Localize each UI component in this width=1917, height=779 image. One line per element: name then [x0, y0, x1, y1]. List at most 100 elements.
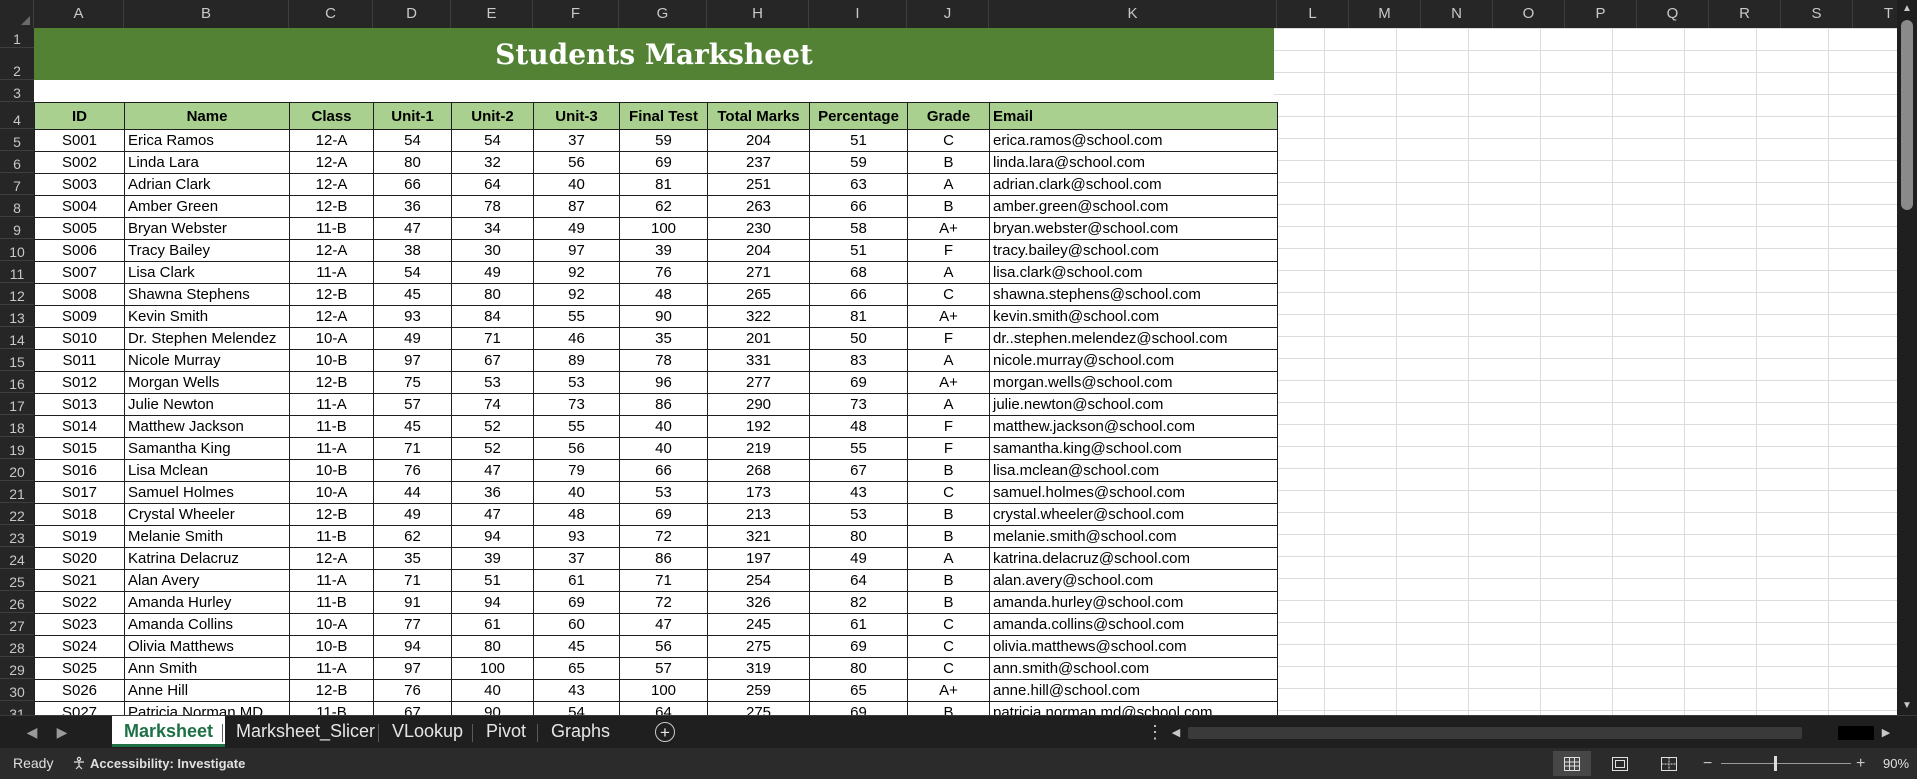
table-cell[interactable]: amber.green@school.com [989, 195, 1278, 218]
table-cell[interactable]: 73 [533, 393, 620, 416]
table-cell[interactable]: Amanda Collins [124, 613, 290, 636]
row-header-17[interactable]: 17 [0, 393, 34, 415]
table-cell[interactable]: kevin.smith@school.com [989, 305, 1278, 328]
column-header-s[interactable]: S [1781, 0, 1853, 28]
table-cell[interactable]: melanie.smith@school.com [989, 525, 1278, 548]
sheet-tab-marksheet[interactable]: Marksheet [112, 716, 226, 747]
table-cell[interactable]: 259 [707, 679, 810, 702]
table-cell[interactable]: 47 [451, 503, 534, 526]
table-cell[interactable]: 55 [533, 305, 620, 328]
table-cell[interactable]: 173 [707, 481, 810, 504]
table-cell[interactable]: 40 [533, 481, 620, 504]
row-header-27[interactable]: 27 [0, 613, 34, 635]
table-cell[interactable]: 76 [373, 459, 452, 482]
table-cell[interactable]: 39 [451, 547, 534, 570]
row-header-3[interactable]: 3 [0, 80, 34, 102]
column-header-d[interactable]: D [373, 0, 451, 28]
table-cell[interactable]: S004 [34, 195, 125, 218]
table-cell[interactable]: Dr. Stephen Melendez [124, 327, 290, 350]
table-cell[interactable]: 35 [619, 327, 708, 350]
table-cell[interactable]: 87 [533, 195, 620, 218]
table-cell[interactable]: shawna.stephens@school.com [989, 283, 1278, 306]
table-cell[interactable]: 11-A [289, 437, 374, 460]
row-header-22[interactable]: 22 [0, 503, 34, 525]
row-header-8[interactable]: 8 [0, 195, 34, 217]
table-cell[interactable]: 12-A [289, 151, 374, 174]
table-cell[interactable]: 11-B [289, 415, 374, 438]
vertical-scroll-thumb[interactable] [1901, 20, 1913, 210]
table-cell[interactable]: 268 [707, 459, 810, 482]
row-header-23[interactable]: 23 [0, 525, 34, 547]
table-cell[interactable]: S008 [34, 283, 125, 306]
table-cell[interactable]: 81 [619, 173, 708, 196]
table-cell[interactable]: 61 [451, 613, 534, 636]
table-cell[interactable]: 61 [809, 613, 908, 636]
page-break-view-button[interactable] [1650, 751, 1688, 776]
table-cell[interactable]: 64 [451, 173, 534, 196]
table-cell[interactable]: amanda.hurley@school.com [989, 591, 1278, 614]
table-cell[interactable]: Nicole Murray [124, 349, 290, 372]
column-heading[interactable]: Class [289, 102, 374, 130]
row-header-1[interactable]: 1 [0, 28, 34, 48]
table-cell[interactable]: 69 [619, 503, 708, 526]
table-cell[interactable]: matthew.jackson@school.com [989, 415, 1278, 438]
table-cell[interactable]: 237 [707, 151, 810, 174]
table-cell[interactable]: morgan.wells@school.com [989, 371, 1278, 394]
table-cell[interactable]: Patricia Norman MD [124, 701, 290, 715]
table-cell[interactable]: A+ [907, 679, 990, 702]
table-cell[interactable]: bryan.webster@school.com [989, 217, 1278, 240]
cell-area[interactable]: Students Marksheet ID Name Class Unit-1 Unit… [34, 28, 1897, 715]
table-cell[interactable]: 12-A [289, 239, 374, 262]
column-heading[interactable]: Unit-2 [451, 102, 534, 130]
table-cell[interactable]: 81 [809, 305, 908, 328]
table-cell[interactable]: 12-B [289, 283, 374, 306]
table-cell[interactable]: 35 [373, 547, 452, 570]
table-cell[interactable]: 10-A [289, 613, 374, 636]
table-cell[interactable]: 54 [533, 701, 620, 715]
table-cell[interactable]: 53 [451, 371, 534, 394]
column-heading[interactable]: Name [124, 102, 290, 130]
table-cell[interactable]: 69 [809, 371, 908, 394]
table-cell[interactable]: 36 [451, 481, 534, 504]
table-cell[interactable]: Shawna Stephens [124, 283, 290, 306]
table-cell[interactable]: Samantha King [124, 437, 290, 460]
vertical-scrollbar[interactable]: ▲ ▼ [1897, 0, 1917, 715]
table-cell[interactable]: C [907, 481, 990, 504]
table-cell[interactable]: 76 [373, 679, 452, 702]
row-header-12[interactable]: 12 [0, 283, 34, 305]
table-cell[interactable]: C [907, 129, 990, 152]
column-header-o[interactable]: O [1493, 0, 1565, 28]
row-header-4[interactable]: 4 [0, 102, 34, 129]
column-heading[interactable]: Unit-1 [373, 102, 452, 130]
table-cell[interactable]: 45 [373, 283, 452, 306]
table-cell[interactable]: B [907, 569, 990, 592]
table-cell[interactable]: 62 [373, 525, 452, 548]
table-cell[interactable]: Samuel Holmes [124, 481, 290, 504]
row-header-25[interactable]: 25 [0, 569, 34, 591]
table-cell[interactable]: 92 [533, 261, 620, 284]
column-header-l[interactable]: L [1277, 0, 1349, 28]
table-cell[interactable]: 71 [373, 437, 452, 460]
table-cell[interactable]: S025 [34, 657, 125, 680]
table-cell[interactable]: 219 [707, 437, 810, 460]
table-cell[interactable]: 94 [451, 525, 534, 548]
table-cell[interactable]: lisa.mclean@school.com [989, 459, 1278, 482]
table-cell[interactable]: 80 [373, 151, 452, 174]
table-cell[interactable]: 10-B [289, 349, 374, 372]
table-cell[interactable]: 71 [451, 327, 534, 350]
table-cell[interactable]: 201 [707, 327, 810, 350]
table-cell[interactable]: 45 [533, 635, 620, 658]
table-cell[interactable]: 53 [533, 371, 620, 394]
table-cell[interactable]: 48 [619, 283, 708, 306]
next-sheet-arrow-icon[interactable]: ▶ [56, 724, 68, 740]
table-cell[interactable]: B [907, 459, 990, 482]
table-cell[interactable]: julie.newton@school.com [989, 393, 1278, 416]
row-header-13[interactable]: 13 [0, 305, 34, 327]
column-heading[interactable]: Grade [907, 102, 990, 130]
more-options-icon[interactable]: ⋮ [1146, 722, 1164, 742]
table-cell[interactable]: 36 [373, 195, 452, 218]
table-cell[interactable]: 71 [373, 569, 452, 592]
zoom-slider-thumb[interactable] [1774, 756, 1777, 771]
table-cell[interactable]: 12-A [289, 305, 374, 328]
table-cell[interactable]: 11-A [289, 657, 374, 680]
